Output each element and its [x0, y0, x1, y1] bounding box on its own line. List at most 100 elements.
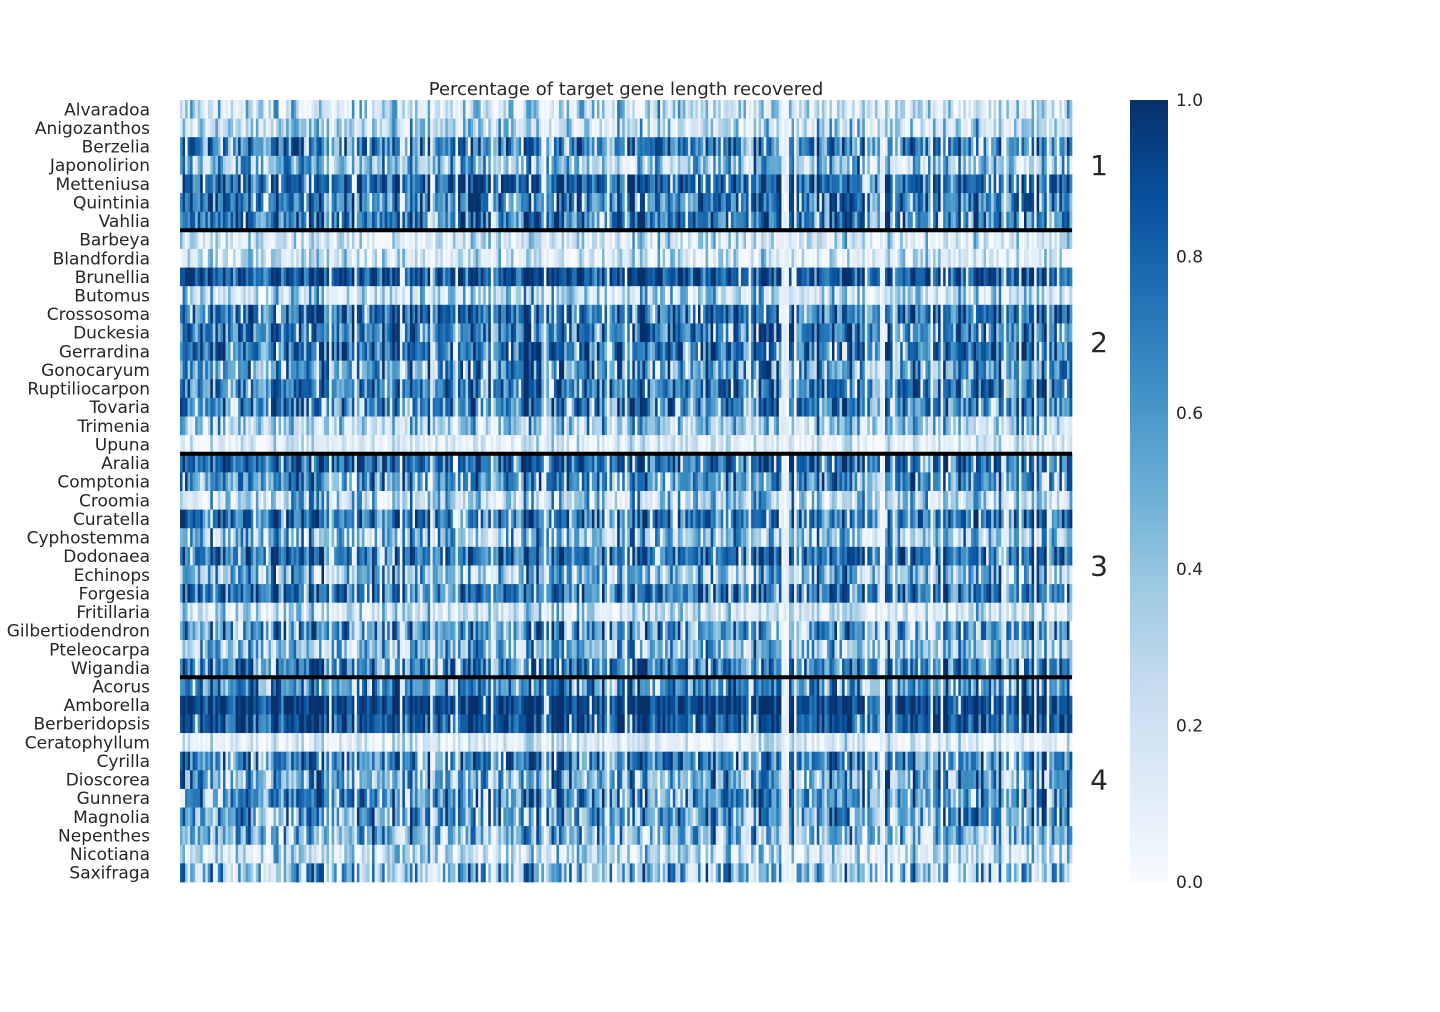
- heatmap-cell: [584, 323, 588, 343]
- heatmap-cell: [890, 342, 893, 362]
- heatmap-cell: [185, 118, 188, 138]
- heatmap-cell: [614, 323, 618, 343]
- heatmap-cell: [596, 230, 600, 250]
- heatmap-cell: [445, 155, 449, 175]
- heatmap-cell: [1039, 342, 1043, 362]
- heatmap-cell: [647, 193, 651, 213]
- heatmap-cell: [404, 230, 408, 250]
- heatmap-cell: [288, 230, 292, 250]
- heatmap-cell: [485, 342, 489, 362]
- heatmap-cell: [331, 137, 335, 157]
- heatmap-cell: [672, 248, 676, 268]
- heatmap-cell: [596, 342, 600, 362]
- heatmap-cell: [847, 304, 850, 324]
- heatmap-cell: [983, 118, 987, 138]
- heatmap-cell: [498, 211, 502, 231]
- heatmap-cell: [531, 230, 535, 250]
- heatmap-cell: [708, 174, 711, 194]
- heatmap-cell: [197, 193, 201, 213]
- heatmap-cell: [253, 230, 257, 250]
- heatmap-cell: [682, 267, 686, 287]
- heatmap-cell: [1029, 286, 1032, 306]
- heatmap-cell: [394, 342, 398, 362]
- heatmap-cell: [361, 323, 365, 343]
- heatmap-cell: [222, 342, 226, 362]
- heatmap-cell: [1066, 155, 1070, 175]
- heatmap-cell: [402, 304, 406, 324]
- heatmap-cell: [463, 248, 466, 268]
- heatmap-cell: [372, 304, 375, 324]
- heatmap-cell: [207, 230, 211, 250]
- heatmap-cell: [1059, 304, 1063, 324]
- heatmap-cell: [361, 342, 365, 362]
- heatmap-cell: [776, 230, 780, 250]
- heatmap-cell: [725, 155, 729, 175]
- heatmap-cell: [427, 118, 431, 138]
- heatmap-cell: [634, 342, 638, 362]
- heatmap-cell: [531, 323, 535, 343]
- heatmap-cell: [824, 230, 828, 250]
- heatmap-cell: [268, 323, 272, 343]
- heatmap-cell: [298, 100, 302, 119]
- heatmap-cell: [457, 193, 461, 213]
- heatmap-cell: [943, 211, 947, 231]
- heatmap-cell: [470, 211, 474, 231]
- heatmap-cell: [854, 267, 858, 287]
- heatmap-cell: [336, 174, 340, 194]
- heatmap-cell: [235, 174, 239, 194]
- heatmap-cell: [500, 342, 504, 362]
- heatmap-cell: [687, 342, 691, 362]
- heatmap-cell: [1006, 267, 1010, 287]
- heatmap-cell: [503, 304, 507, 324]
- heatmap-cell: [826, 267, 830, 287]
- heatmap-cell: [273, 230, 277, 250]
- heatmap-cell: [718, 230, 722, 250]
- heatmap-cell: [384, 193, 388, 213]
- heatmap-cell: [210, 118, 214, 138]
- heatmap-cell: [556, 230, 560, 250]
- heatmap-cell: [245, 286, 249, 306]
- heatmap-cell: [897, 155, 901, 175]
- heatmap-cell: [258, 304, 262, 324]
- heatmap-cell: [624, 248, 628, 268]
- heatmap-cell: [569, 267, 573, 287]
- heatmap-cell: [351, 248, 355, 268]
- heatmap-cell: [786, 267, 790, 287]
- heatmap-cell: [498, 118, 502, 138]
- heatmap-cell: [1041, 137, 1045, 157]
- heatmap-cell: [447, 137, 451, 157]
- heatmap-cell: [1044, 248, 1048, 268]
- heatmap-cell: [202, 360, 206, 380]
- heatmap-cell: [270, 342, 274, 362]
- heatmap-cell: [516, 155, 519, 175]
- heatmap-cell: [667, 267, 671, 287]
- heatmap-cell: [366, 193, 370, 213]
- heatmap-cell: [483, 193, 487, 213]
- heatmap-cell: [650, 193, 653, 213]
- heatmap-cell: [485, 248, 489, 268]
- heatmap-cell: [912, 118, 916, 138]
- heatmap-cell: [548, 323, 552, 343]
- heatmap-cell: [710, 342, 714, 362]
- heatmap-cell: [531, 286, 535, 306]
- heatmap-cell: [761, 100, 765, 119]
- heatmap-cell: [708, 193, 711, 213]
- heatmap-cell: [842, 230, 845, 250]
- heatmap-cell: [571, 342, 575, 362]
- heatmap-cell: [1008, 174, 1012, 194]
- heatmap-cell: [409, 174, 413, 194]
- heatmap-cell: [238, 118, 241, 138]
- heatmap-cell: [202, 193, 206, 213]
- heatmap-cell: [794, 286, 797, 306]
- heatmap-cell: [786, 230, 790, 250]
- heatmap-cell: [662, 193, 666, 213]
- heatmap-cell: [970, 100, 974, 119]
- heatmap-cell: [538, 342, 542, 362]
- heatmap-cell: [930, 211, 934, 231]
- heatmap-cell: [791, 286, 795, 306]
- heatmap-cell: [596, 174, 600, 194]
- heatmap-cell: [442, 193, 446, 213]
- heatmap-cell: [849, 323, 853, 343]
- heatmap-cell: [862, 100, 866, 119]
- heatmap-cell: [415, 342, 418, 362]
